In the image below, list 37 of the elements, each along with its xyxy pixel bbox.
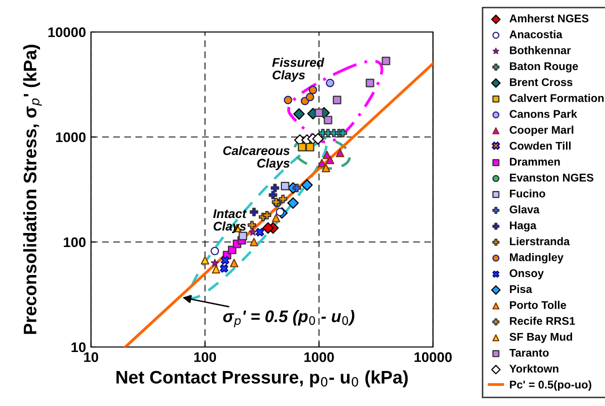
legend-label: Taranto xyxy=(509,348,549,357)
y-tick-label: 10000 xyxy=(48,27,86,38)
legend-label: Calvert Formation xyxy=(510,94,604,102)
x-tick-label: 100 xyxy=(194,352,216,362)
legend-label: Cowden Till xyxy=(510,142,571,150)
legend-label: Drammen xyxy=(510,158,560,166)
legend-label: Haga xyxy=(510,222,536,232)
annotation: σ$_{p}$' = 0.5 (p$_{0}$ - u$_{0}$) xyxy=(223,310,354,328)
legend-label: Cooper Marl xyxy=(510,126,574,136)
legend-label: Yorktown xyxy=(509,364,558,373)
legend-label: Glava xyxy=(510,205,540,214)
legend-label: Fucino xyxy=(510,189,546,198)
x-tick-label: 10 xyxy=(84,352,98,362)
legend-label: Bothkennar xyxy=(510,46,571,54)
legend-label: Anacostia xyxy=(510,30,562,38)
y-axis-title: Preconsolidation Stress, σ$_{p}$' (kPa) xyxy=(23,44,42,334)
legend-label: Lierstranda xyxy=(510,237,570,246)
legend-label: Recife RRS1 xyxy=(510,316,575,325)
legend-label: Porto Tolle xyxy=(510,300,566,309)
y-tick-label: 100 xyxy=(64,237,86,248)
y-tick-label: 10 xyxy=(72,342,86,352)
legend-label: Brent Cross xyxy=(510,78,572,86)
legend-label: Pisa xyxy=(510,284,532,294)
legend-label: Amherst NGES xyxy=(510,14,588,22)
legend-label: Canons Park xyxy=(510,110,578,118)
x-axis-title: Net Contact Pressure, p$_{0}$- u$_{0}$ (kPa) xyxy=(116,370,408,388)
x-tick-label: 10000 xyxy=(414,352,452,362)
y-tick-label: 1000 xyxy=(56,132,86,142)
legend-label: Madingley xyxy=(510,253,564,264)
legend-label: Pc' = 0.5(po-uo) xyxy=(510,380,592,391)
x-tick-label: 1000 xyxy=(304,352,334,362)
legend-label: Onsoy xyxy=(510,269,544,280)
legend-label: Evanston NGES xyxy=(510,174,594,182)
annotation: Fissured Clays xyxy=(272,58,324,82)
legend-label: SF Bay Mud xyxy=(510,332,572,343)
annotation: Calcareous Clays xyxy=(223,146,290,170)
legend-label: Baton Rouge xyxy=(510,62,578,72)
